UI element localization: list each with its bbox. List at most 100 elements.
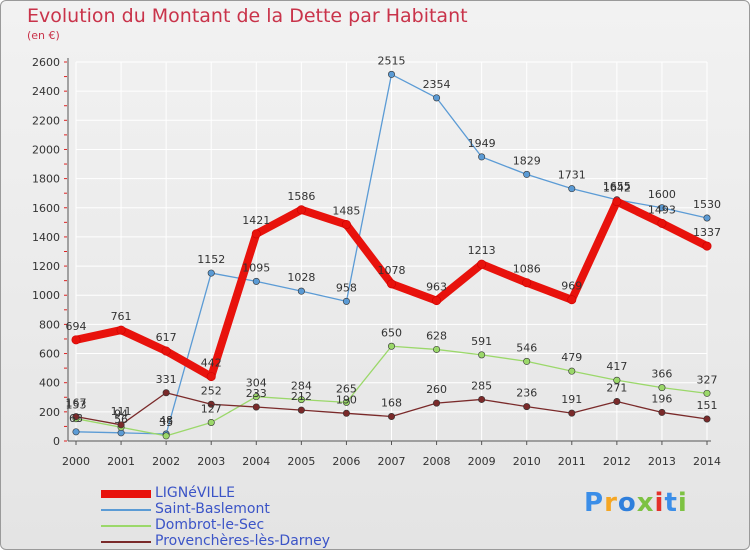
data-point: [612, 197, 622, 207]
data-point: [432, 296, 442, 306]
data-point: [72, 428, 80, 436]
data-label: 1095: [242, 261, 270, 274]
data-label: 694: [66, 320, 87, 333]
y-tick-label: 2000: [32, 143, 60, 156]
data-point: [433, 94, 441, 102]
data-label: 958: [336, 281, 357, 294]
data-label: 591: [471, 335, 492, 348]
data-label: 1485: [332, 205, 360, 218]
data-label: 327: [697, 373, 718, 386]
x-tick-label: 2008: [423, 455, 451, 468]
y-tick-label: 800: [39, 318, 60, 331]
data-label: 190: [336, 393, 357, 406]
data-point: [703, 389, 711, 397]
data-point: [252, 277, 260, 285]
logo-letter: i: [677, 488, 688, 518]
x-tick-label: 2009: [468, 455, 496, 468]
x-tick-label: 2005: [287, 455, 315, 468]
data-point: [387, 70, 395, 78]
data-point: [523, 403, 531, 411]
logo-letter: o: [617, 488, 637, 518]
data-label: 442: [201, 357, 222, 370]
data-point: [162, 389, 170, 397]
data-label: 94: [114, 407, 128, 420]
x-tick-label: 2012: [603, 455, 631, 468]
data-labels: 63 56 48 1152 1095 1028 958 2515 2354 1949 1829 173…: [66, 54, 722, 429]
data-point: [252, 393, 260, 401]
legend-swatch: [101, 525, 151, 527]
x-tick-label: 2003: [197, 455, 225, 468]
x-tick-label: 2006: [332, 455, 360, 468]
data-label: 1530: [693, 198, 721, 211]
data-point: [568, 409, 576, 417]
data-point: [568, 185, 576, 193]
data-label: 628: [426, 329, 447, 342]
data-label: 271: [606, 381, 627, 394]
data-label: 196: [651, 392, 672, 405]
legend-swatch: [101, 490, 151, 498]
data-label: 1642: [603, 182, 631, 195]
data-label: 650: [381, 326, 402, 339]
data-point: [613, 376, 621, 384]
data-point: [206, 372, 216, 382]
x-tick-label: 2011: [558, 455, 586, 468]
data-label: 265: [336, 382, 357, 395]
logo-letter: P: [584, 488, 605, 518]
data-point: [72, 413, 80, 421]
data-point: [658, 408, 666, 416]
y-tick-label: 1600: [32, 202, 60, 215]
data-point: [567, 295, 577, 305]
legend-label: Dombrot-le-Sec: [155, 517, 265, 533]
data-point: [251, 229, 261, 239]
data-point: [297, 396, 305, 404]
data-label: 1337: [693, 226, 721, 239]
data-point: [658, 384, 666, 392]
data-label: 168: [381, 397, 402, 410]
data-point: [658, 204, 666, 212]
data-label: 260: [426, 383, 447, 396]
data-label: 35: [159, 416, 173, 429]
data-label: 2515: [378, 54, 406, 67]
logo-letter: r: [604, 488, 618, 518]
x-tick-label: 2001: [107, 455, 135, 468]
data-point: [433, 399, 441, 407]
data-label: 285: [471, 379, 492, 392]
data-point: [433, 345, 441, 353]
data-label: 151: [697, 399, 718, 412]
legend-swatch: [101, 509, 151, 511]
data-label: 546: [516, 341, 537, 354]
data-point: [341, 220, 351, 230]
data-point: [297, 406, 305, 414]
data-point: [703, 214, 711, 222]
y-tick-label: 0: [53, 435, 60, 448]
data-point: [477, 259, 487, 269]
x-tick-label: 2004: [242, 455, 270, 468]
data-point: [161, 346, 171, 356]
x-tick-label: 2000: [62, 455, 90, 468]
data-label: 366: [651, 368, 672, 381]
data-label: 1586: [287, 190, 315, 203]
data-label: 56: [114, 413, 128, 426]
data-label: 127: [201, 402, 222, 415]
data-point: [522, 278, 532, 288]
data-label: 284: [291, 380, 312, 393]
data-point: [207, 418, 215, 426]
legend-label: LIGNéVILLE: [155, 485, 236, 501]
y-tick-label: 400: [39, 377, 60, 390]
data-label: 1731: [558, 169, 586, 182]
data-label: 331: [156, 373, 177, 386]
data-point: [207, 269, 215, 277]
data-label: 617: [156, 331, 177, 344]
data-label: 969: [561, 280, 582, 293]
data-label: 1421: [242, 214, 270, 227]
tick-labels: 0 200 400 600 800 1000 1200 1400 1600 1800 2000 220…: [32, 56, 721, 468]
legend-label: Saint-Baslemont: [155, 501, 270, 517]
legend-swatch: [101, 541, 151, 543]
data-label: 233: [246, 387, 267, 400]
data-label: 167: [66, 397, 87, 410]
data-point: [117, 421, 125, 429]
data-point: [478, 351, 486, 359]
data-label: 1829: [513, 154, 541, 167]
data-label: 963: [426, 281, 447, 294]
data-point: [478, 395, 486, 403]
